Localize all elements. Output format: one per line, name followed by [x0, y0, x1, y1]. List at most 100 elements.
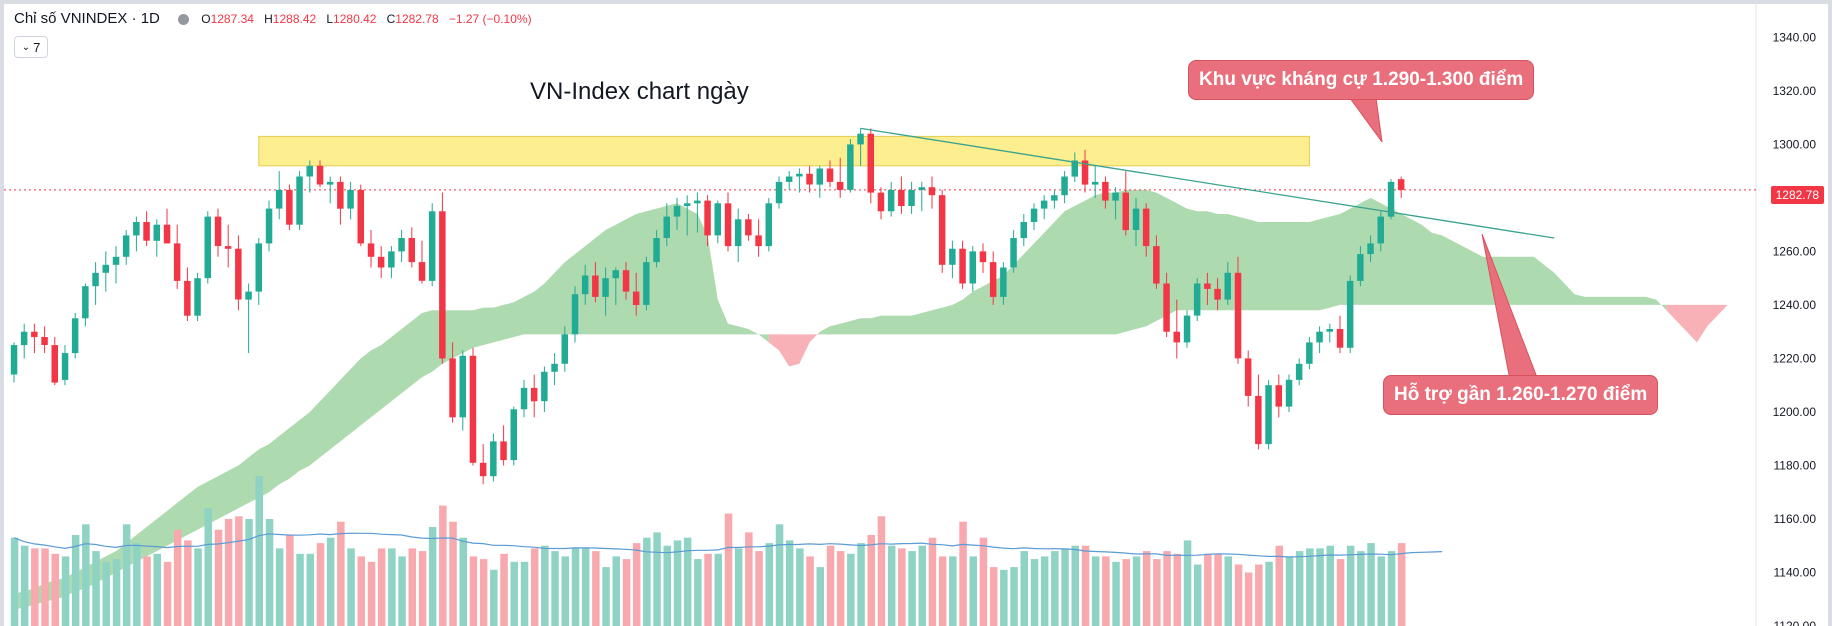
volume-bar	[1153, 559, 1161, 626]
candle-body	[765, 203, 772, 247]
resistance-callout[interactable]: Khu vực kháng cự 1.290-1.300 điểm	[1188, 60, 1535, 100]
volume-bar	[1112, 561, 1120, 626]
candle-body	[918, 187, 925, 190]
volume-bar	[1275, 545, 1283, 626]
candle-body	[653, 238, 660, 263]
candle-body	[245, 291, 252, 300]
legend: Chỉ số VNINDEX · 1D O1287.34 H1288.42 L1…	[14, 10, 532, 27]
candle-body	[908, 189, 915, 206]
open-label: O	[201, 12, 211, 26]
volume-bar	[102, 561, 110, 626]
volume-bar	[20, 545, 29, 626]
symbol-title[interactable]: Chỉ số VNINDEX · 1D	[14, 10, 160, 27]
volume-bar	[877, 516, 886, 626]
volume-bar	[347, 548, 355, 626]
volume-bar	[1071, 545, 1079, 626]
volume-bar	[122, 524, 131, 626]
volume-bar	[1040, 556, 1049, 626]
volume-bar	[265, 519, 274, 626]
candle-body	[10, 345, 18, 375]
volume-bar	[388, 548, 396, 626]
volume-bar	[745, 532, 753, 626]
candle-body	[541, 371, 548, 402]
volume-bar	[173, 529, 182, 626]
volume-bar	[1122, 559, 1130, 626]
volume-bar	[1102, 556, 1110, 626]
candle-body	[194, 278, 201, 316]
candle-body	[388, 251, 395, 268]
volume-bar	[1132, 556, 1141, 626]
volume-bar	[1224, 556, 1232, 626]
candle-body	[694, 200, 701, 204]
candle-body	[1214, 288, 1221, 300]
candle-body	[255, 243, 262, 292]
candle-body	[1285, 379, 1293, 407]
indicator-toggle-button[interactable]: ⌄ 7	[14, 36, 48, 58]
volume-bar	[1214, 553, 1222, 626]
volume-bar	[82, 524, 90, 626]
volume-bar	[31, 548, 39, 626]
volume-bar	[143, 556, 151, 626]
volume-bar	[1081, 545, 1090, 626]
volume-bar	[337, 521, 345, 626]
volume-bar	[316, 543, 325, 626]
volume-bar	[357, 556, 365, 626]
volume-bar	[632, 543, 641, 626]
volume-bar	[10, 537, 19, 626]
candle-body	[1204, 283, 1211, 289]
volume-bar	[1061, 548, 1069, 626]
candle-body	[20, 331, 28, 346]
volume-bar	[1285, 556, 1294, 626]
volume-bar	[214, 529, 223, 626]
volume-bar	[41, 548, 49, 626]
candle-body	[806, 173, 813, 185]
candle-body	[367, 243, 375, 257]
candle-body	[224, 246, 232, 249]
candle-body	[643, 262, 650, 305]
ichimoku-cloud-bearish	[768, 331, 820, 367]
volume-bar	[51, 553, 59, 626]
high-value: 1288.42	[272, 12, 317, 26]
candle-body	[408, 238, 415, 263]
close-value: 1282.78	[395, 12, 439, 26]
candle-body	[347, 189, 354, 209]
volume-bar	[1346, 545, 1355, 626]
candle-body	[428, 211, 436, 281]
support-callout[interactable]: Hỗ trợ gần 1.260-1.270 điểm	[1383, 375, 1659, 415]
candle-body	[82, 286, 89, 319]
candle-body	[1122, 192, 1129, 231]
volume-bar	[867, 535, 875, 626]
volume-bar	[1234, 564, 1243, 626]
volume-bar	[1204, 553, 1212, 626]
candle-body	[71, 318, 79, 354]
volume-bar	[1336, 559, 1345, 626]
candle-body	[153, 224, 160, 241]
candle-body	[989, 262, 997, 297]
candle-body	[1377, 216, 1384, 244]
candle-body	[510, 409, 517, 461]
volume-bar	[714, 553, 722, 626]
resistance-zone	[258, 135, 1310, 167]
candle-body	[755, 235, 762, 247]
candle-body	[551, 363, 558, 372]
candle-body	[1255, 395, 1262, 445]
volume-bar	[306, 553, 314, 626]
volume-bar	[847, 553, 855, 626]
candle-body	[1071, 160, 1078, 177]
candle-body	[530, 387, 538, 402]
volume-bar	[969, 556, 977, 626]
volume-bar	[367, 561, 376, 626]
candle-body	[704, 200, 711, 236]
candle-body	[949, 248, 956, 265]
volume-bar	[1030, 559, 1039, 626]
volume-bar	[377, 548, 386, 626]
volume-moving-average-line	[13, 532, 1443, 558]
candle-body	[490, 441, 497, 477]
volume-bar	[1326, 545, 1334, 626]
volume-bar	[275, 548, 284, 626]
volume-bar	[898, 548, 906, 626]
support-callout-pointer	[1481, 233, 1539, 381]
volume-bar	[224, 519, 233, 626]
candle-body	[1244, 358, 1252, 396]
